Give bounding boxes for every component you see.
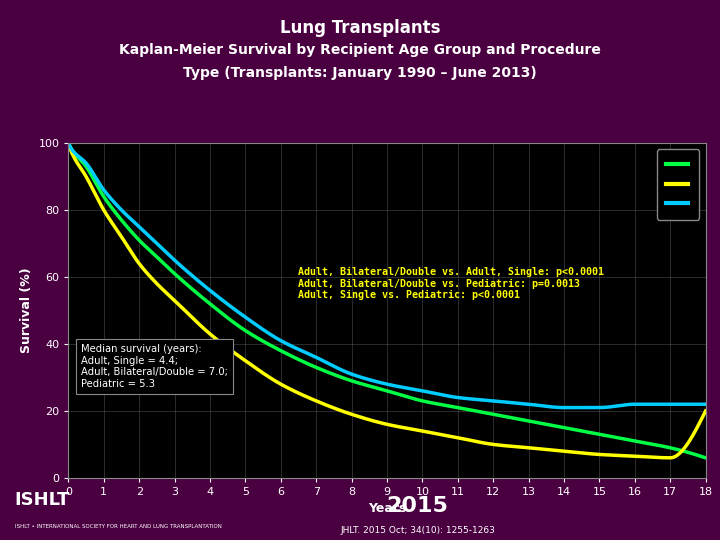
Text: Adult, Bilateral/Double vs. Adult, Single: p<0.0001
Adult, Bilateral/Double vs. : Adult, Bilateral/Double vs. Adult, Singl…: [298, 267, 604, 300]
Y-axis label: Survival (%): Survival (%): [20, 268, 33, 353]
Text: Kaplan-Meier Survival by Recipient Age Group and Procedure: Kaplan-Meier Survival by Recipient Age G…: [119, 43, 601, 57]
Text: 2015: 2015: [387, 496, 449, 516]
Text: JHLT. 2015 Oct; 34(10): 1255-1263: JHLT. 2015 Oct; 34(10): 1255-1263: [340, 526, 495, 535]
Text: ISHLT: ISHLT: [14, 491, 70, 509]
Text: Type (Transplants: January 1990 – June 2013): Type (Transplants: January 1990 – June 2…: [183, 66, 537, 80]
Text: ISHLT • INTERNATIONAL SOCIETY FOR HEART AND LUNG TRANSPLANTATION: ISHLT • INTERNATIONAL SOCIETY FOR HEART …: [14, 523, 222, 529]
Text: Lung Transplants: Lung Transplants: [280, 19, 440, 37]
Text: Median survival (years):
Adult, Single = 4.4;
Adult, Bilateral/Double = 7.0;
Ped: Median survival (years): Adult, Single =…: [81, 344, 228, 389]
Legend: , , : , ,: [657, 150, 699, 220]
X-axis label: Years: Years: [368, 503, 406, 516]
